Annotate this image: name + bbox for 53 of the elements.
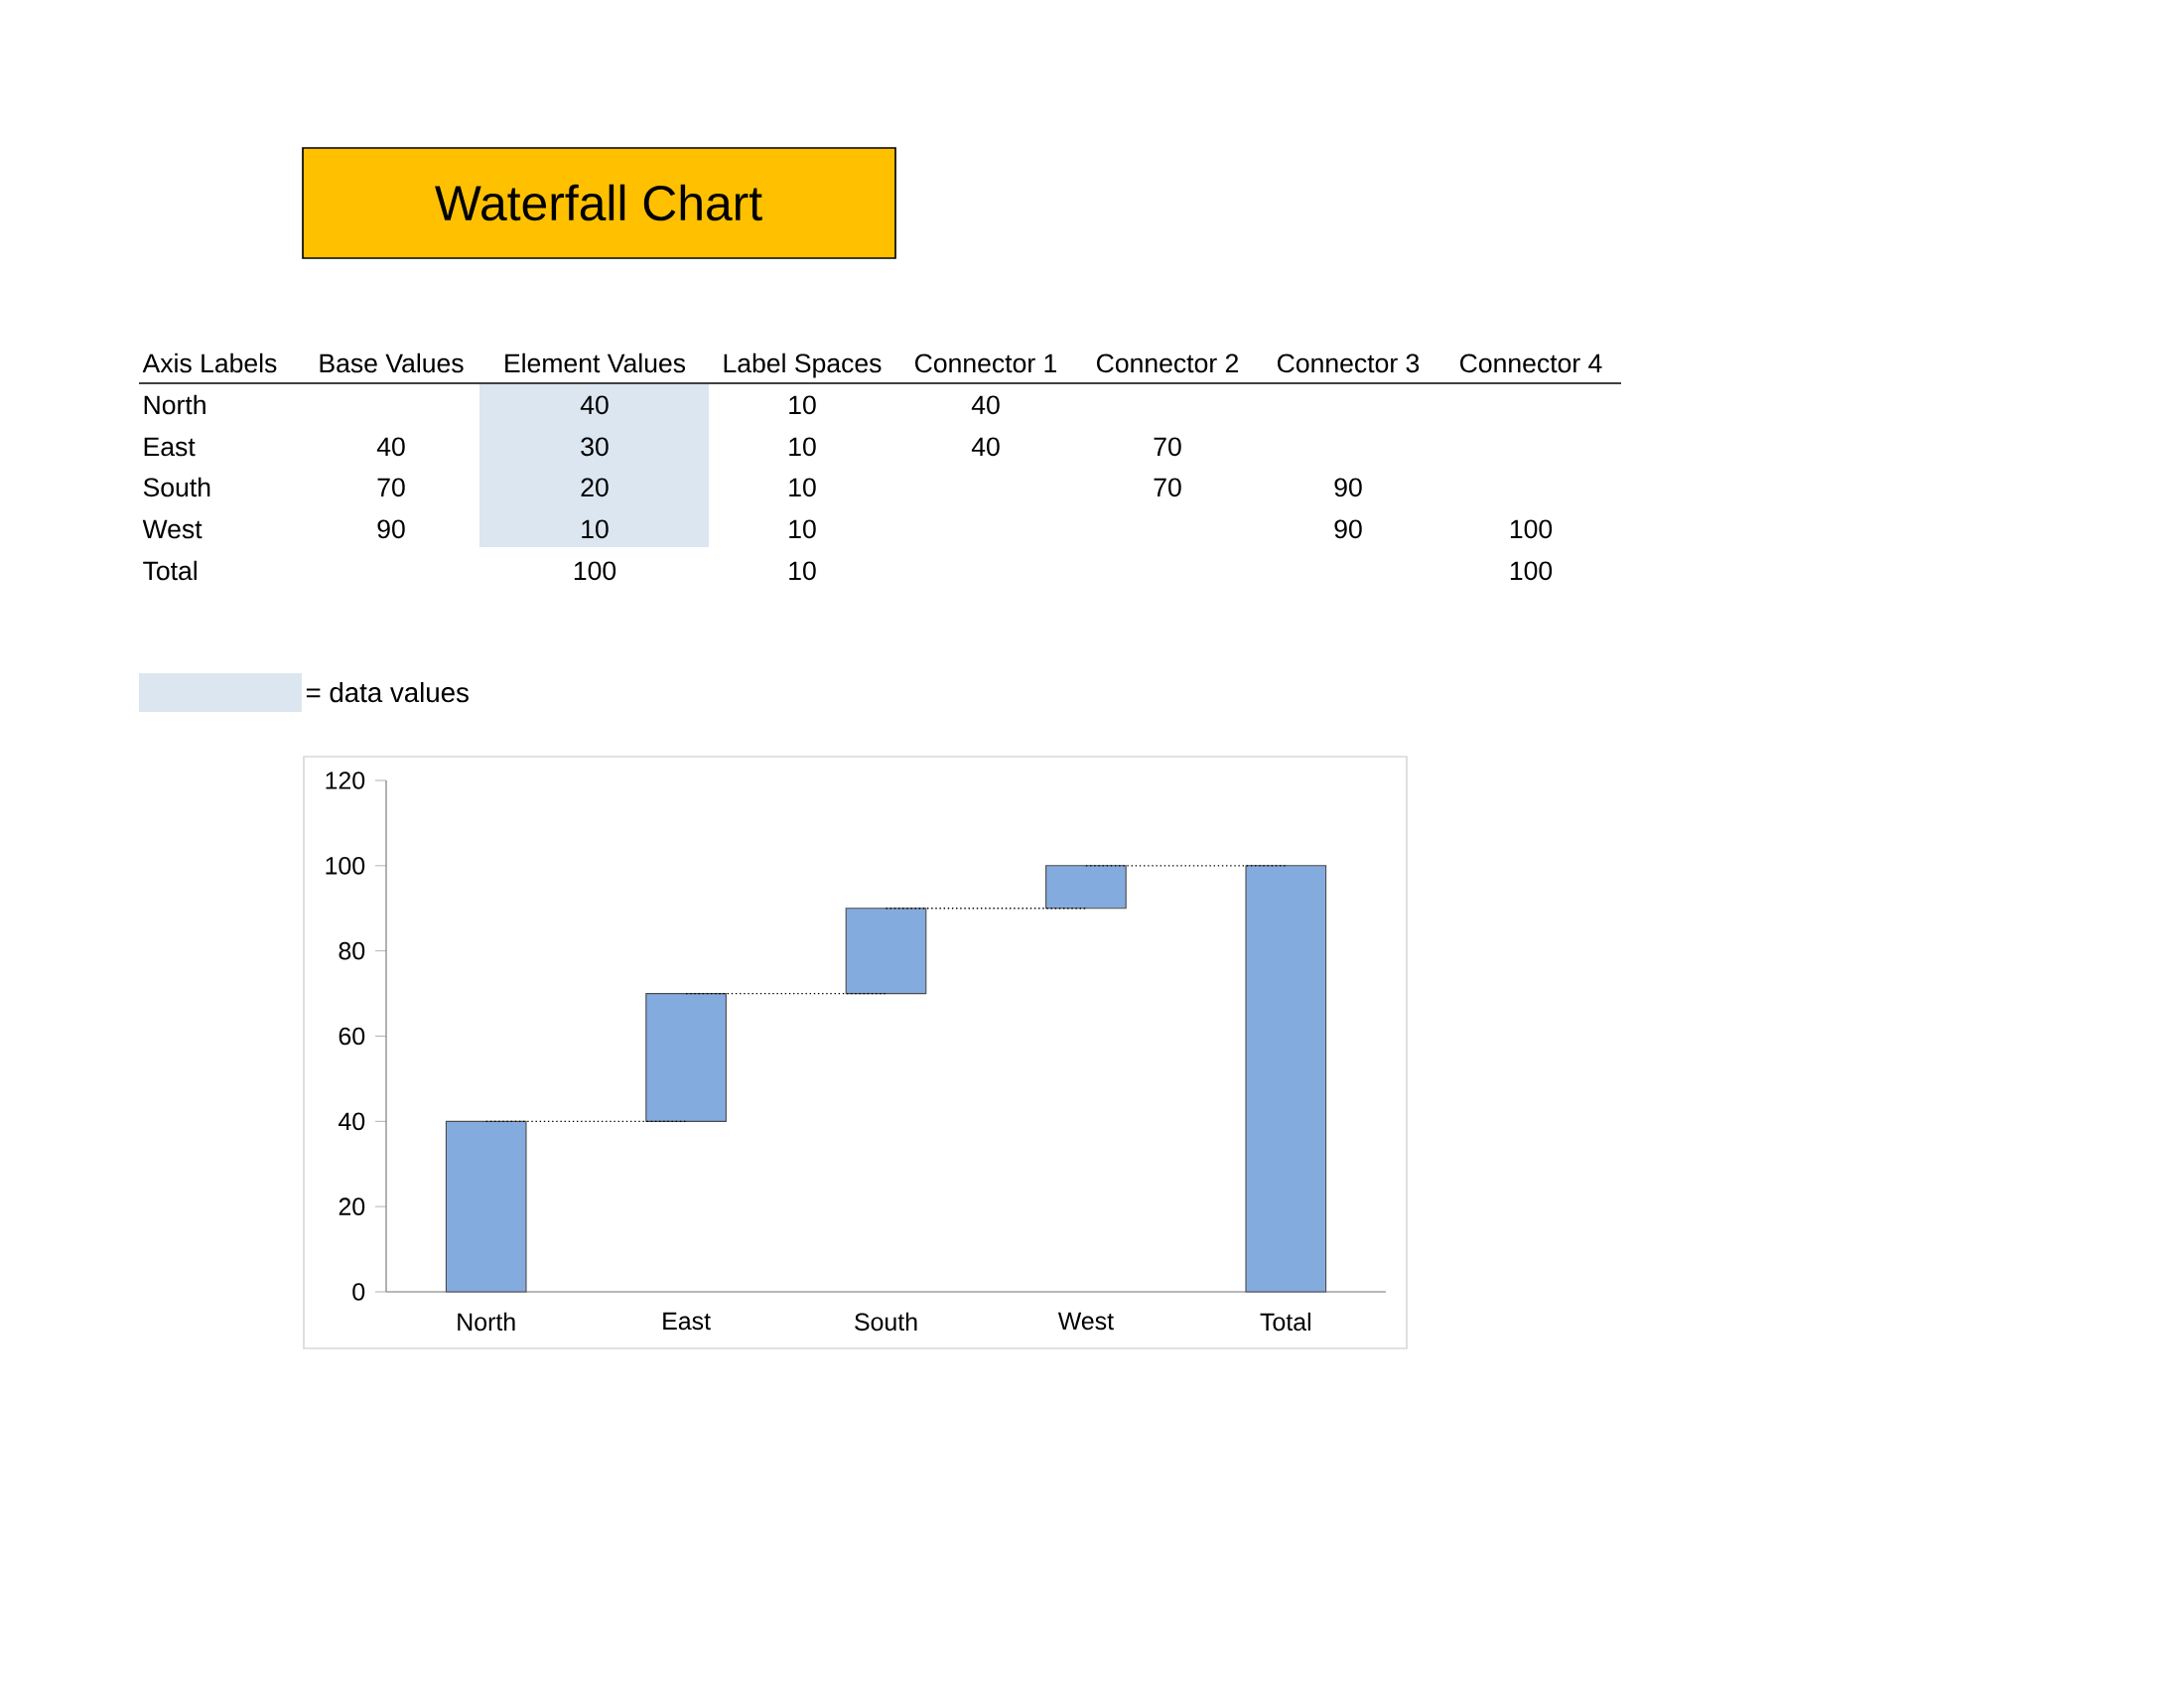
text: 100: [574, 561, 616, 581]
x-tick-label: North: [458, 1312, 515, 1332]
text: Connector 3: [1278, 353, 1420, 373]
y-tick-label: 100: [326, 857, 365, 875]
text: Element Values: [505, 352, 686, 373]
bar: [845, 908, 927, 995]
text: 40: [971, 437, 1000, 457]
text: 100: [1510, 561, 1553, 581]
text: 40: [580, 395, 609, 415]
text: East: [144, 437, 196, 457]
text: South: [143, 477, 210, 497]
text: 10: [789, 561, 816, 581]
text: North: [144, 394, 205, 415]
text: 100: [1510, 519, 1553, 539]
text: 90: [1334, 478, 1362, 497]
text: 30: [581, 437, 609, 457]
text: 70: [1154, 478, 1181, 497]
bar: [1245, 865, 1327, 1293]
text: Label Spaces: [724, 352, 882, 378]
text: 10: [789, 519, 816, 539]
bar: [645, 993, 727, 1122]
y-tick-label: 120: [326, 772, 365, 789]
x-tick-label: Total: [1260, 1312, 1310, 1332]
text: 70: [377, 478, 405, 497]
text: Connector 4: [1460, 353, 1602, 373]
y-tick-label: 20: [339, 1197, 365, 1215]
y-tick-label: 0: [352, 1283, 365, 1301]
text: Axis Labels: [142, 352, 277, 373]
x-tick-label: South: [855, 1312, 917, 1332]
bar: [1045, 865, 1127, 910]
text: 90: [377, 519, 405, 539]
text: = data values: [306, 681, 469, 703]
text: Base Values: [320, 352, 464, 373]
text: 20: [581, 478, 609, 497]
text: Connector 1: [914, 353, 1057, 373]
text: West: [142, 519, 203, 539]
text: 10: [789, 478, 816, 497]
text: 90: [1334, 519, 1362, 539]
text: 40: [376, 437, 405, 457]
text: 10: [789, 437, 816, 457]
bar: [445, 1120, 527, 1293]
x-tick-label: East: [663, 1312, 711, 1331]
chart-title: Waterfall Chart: [435, 184, 762, 221]
text: Connector 2: [1097, 353, 1239, 373]
text: Total: [143, 560, 197, 581]
text: 10: [789, 395, 816, 415]
x-tick-label: West: [1057, 1312, 1114, 1331]
y-tick-label: 80: [339, 941, 365, 960]
y-tick-label: 40: [339, 1112, 365, 1131]
text: 10: [582, 519, 609, 539]
y-tick-label: 60: [339, 1027, 365, 1046]
text: 70: [1154, 437, 1181, 457]
text: 40: [971, 395, 1000, 415]
